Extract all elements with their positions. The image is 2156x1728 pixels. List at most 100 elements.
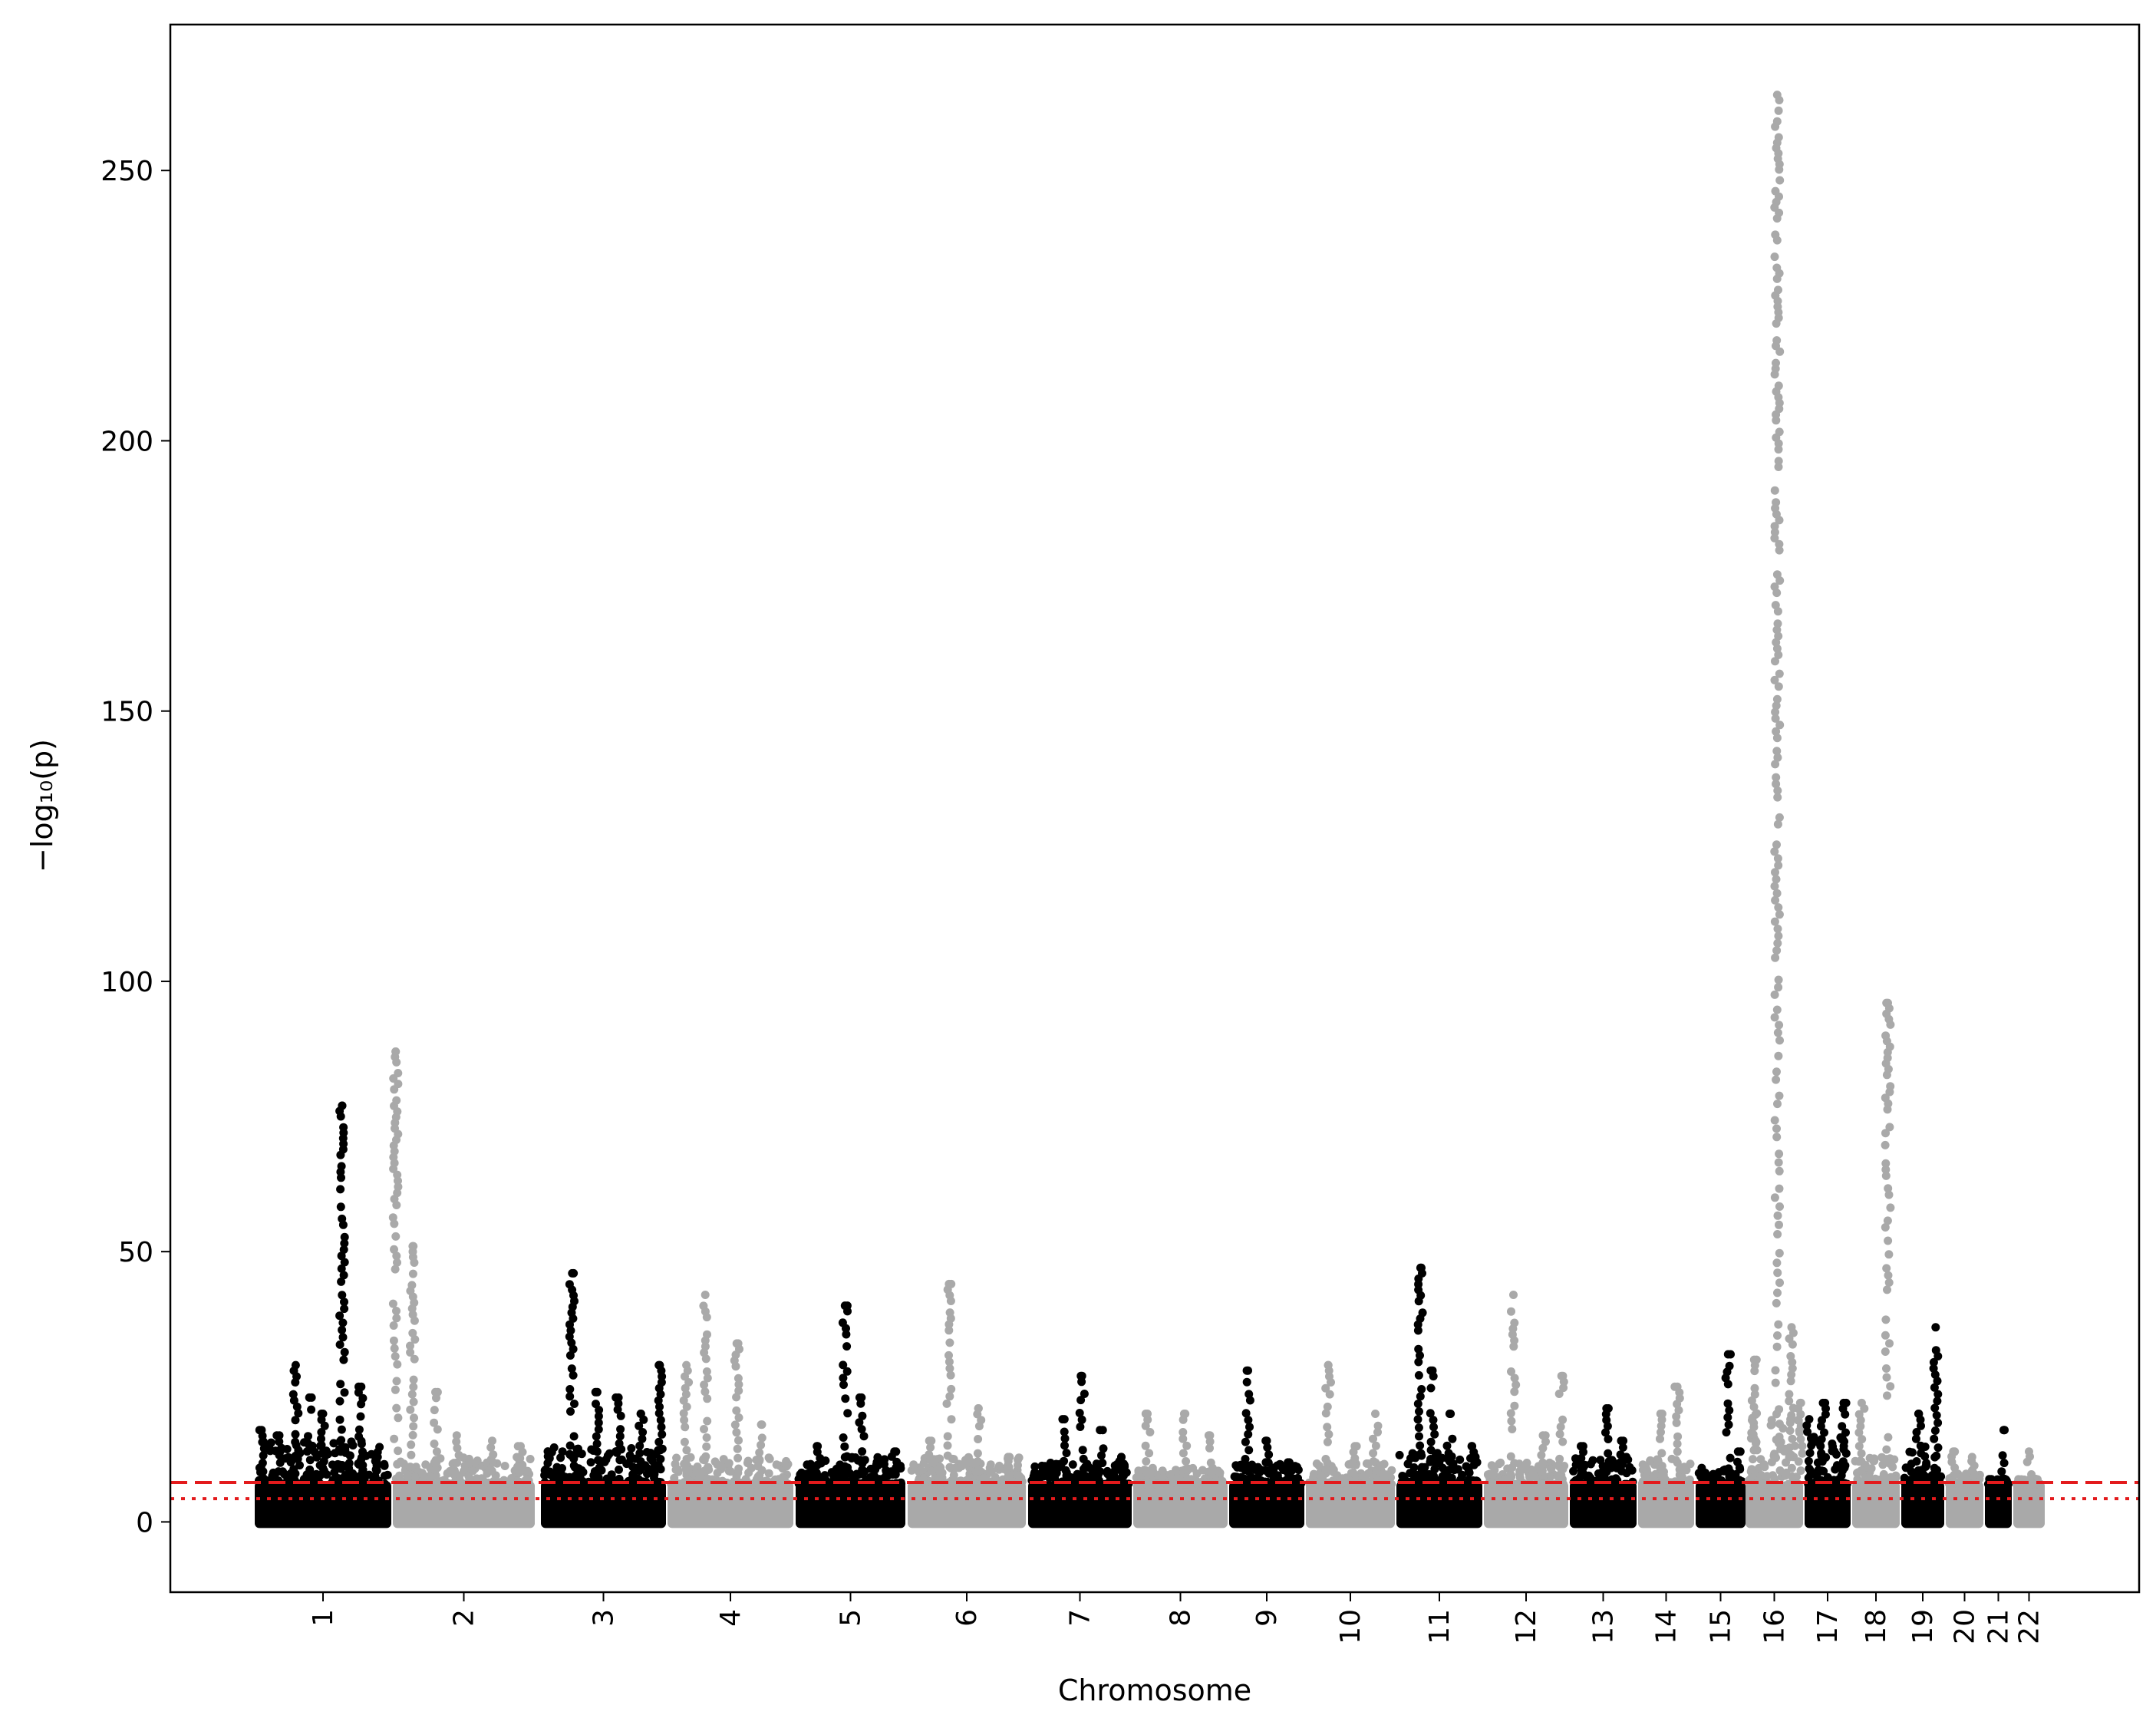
snp-point (388, 1213, 397, 1222)
snp-point (406, 1341, 414, 1350)
snp-point (1795, 1428, 1804, 1437)
chromosome-5-points (794, 1301, 906, 1528)
snp-point (339, 1123, 348, 1132)
snp-point (1429, 1423, 1438, 1432)
snp-point (566, 1407, 575, 1416)
snp-point (1771, 1366, 1780, 1375)
snp-point (1883, 1285, 1891, 1294)
snp-point (1369, 1457, 1378, 1466)
peak-top-point (1077, 1371, 1086, 1380)
peak-top-point (1578, 1442, 1587, 1451)
peak-top-point (1884, 998, 1892, 1007)
snp-point (358, 1447, 367, 1456)
snp-point (1786, 1352, 1795, 1360)
snp-point (1512, 1380, 1521, 1390)
snp-point (1767, 1416, 1776, 1425)
snp-point (1158, 1466, 1167, 1476)
x-tick-label: 11 (1424, 1609, 1455, 1644)
snp-point (1068, 1460, 1077, 1469)
snp-point (1773, 854, 1782, 863)
snp-point (1749, 1430, 1758, 1439)
snp-point (354, 1432, 364, 1441)
snp-point (772, 1460, 781, 1469)
snp-point (1857, 1449, 1866, 1458)
snp-point (1773, 1211, 1782, 1220)
snp-point (317, 1434, 325, 1443)
snp-point (1772, 1342, 1782, 1351)
snp-point (1264, 1450, 1274, 1459)
snp-point (1881, 1347, 1890, 1356)
x-tick-label: 12 (1511, 1609, 1542, 1644)
snp-point (1749, 1446, 1759, 1455)
peak-top-point (1787, 1323, 1796, 1332)
snp-point (909, 1460, 918, 1469)
snp-density-band (1696, 1481, 1746, 1528)
snp-point (340, 1347, 349, 1357)
snp-point (732, 1393, 741, 1402)
snp-point (1807, 1434, 1815, 1443)
snp-point (391, 1265, 400, 1274)
chromosome-6-points (907, 1279, 1027, 1528)
snp-point (1413, 1415, 1422, 1424)
snp-point (594, 1418, 603, 1427)
snp-point (1415, 1432, 1423, 1441)
snp-point (295, 1461, 304, 1470)
snp-point (1430, 1465, 1439, 1474)
snp-density-band (1133, 1481, 1228, 1528)
y-tick-label: 50 (118, 1237, 153, 1268)
snp-point (1653, 1457, 1663, 1466)
snp-point (394, 1446, 403, 1456)
snp-point (682, 1446, 691, 1455)
snp-point (635, 1441, 644, 1450)
snp-density-band (541, 1481, 666, 1528)
snp-point (1775, 1036, 1784, 1045)
snp-point (1771, 707, 1780, 717)
snp-point (1911, 1434, 1920, 1443)
snp-point (1417, 1463, 1426, 1472)
snp-point (1951, 1470, 1960, 1479)
snp-point (1077, 1415, 1086, 1424)
snp-point (680, 1416, 689, 1425)
snp-point (1507, 1416, 1516, 1426)
snp-point (500, 1462, 509, 1470)
snp-point (1099, 1444, 1108, 1453)
snp-point (1775, 539, 1784, 549)
snp-point (1321, 1465, 1330, 1474)
peak-top-point (275, 1431, 284, 1440)
snp-point (392, 1403, 401, 1413)
snp-point (734, 1413, 743, 1422)
snp-point (615, 1465, 623, 1474)
snp-point (945, 1338, 954, 1347)
snp-point (275, 1450, 284, 1459)
snp-point (919, 1459, 928, 1467)
snp-point (1413, 1326, 1422, 1335)
x-tick-label: 9 (1251, 1609, 1283, 1627)
peak-top-point (338, 1101, 347, 1110)
snp-point (383, 1470, 392, 1479)
snp-point (734, 1453, 743, 1463)
snp-point (1318, 1472, 1327, 1482)
snp-point (1244, 1430, 1253, 1439)
snp-point (1772, 570, 1782, 579)
snp-point (615, 1432, 625, 1441)
snp-point (259, 1467, 268, 1476)
peak-top-point (1818, 1398, 1828, 1407)
snp-point (892, 1457, 902, 1466)
snp-point (407, 1450, 416, 1459)
snp-point (1933, 1418, 1943, 1427)
snp-point (1787, 1463, 1796, 1472)
snp-point (1886, 1203, 1895, 1212)
peak-top-point (391, 1047, 401, 1056)
x-axis: 1 2 3 4 5 6 7 8 9 10 11 12 13 14 15 16 17 18 19 20 21 22 (308, 1592, 2046, 1644)
snp-point (358, 1466, 368, 1475)
snp-point (935, 1462, 944, 1471)
snp-point (1785, 1443, 1794, 1453)
snp-point (1818, 1457, 1827, 1466)
snp-point (408, 1328, 417, 1337)
snp-density-band (1570, 1481, 1637, 1528)
snp-point (330, 1468, 339, 1477)
snp-point (565, 1392, 575, 1401)
snp-point (1264, 1466, 1273, 1476)
snp-point (294, 1446, 303, 1455)
y-tick-label: 0 (136, 1507, 153, 1538)
